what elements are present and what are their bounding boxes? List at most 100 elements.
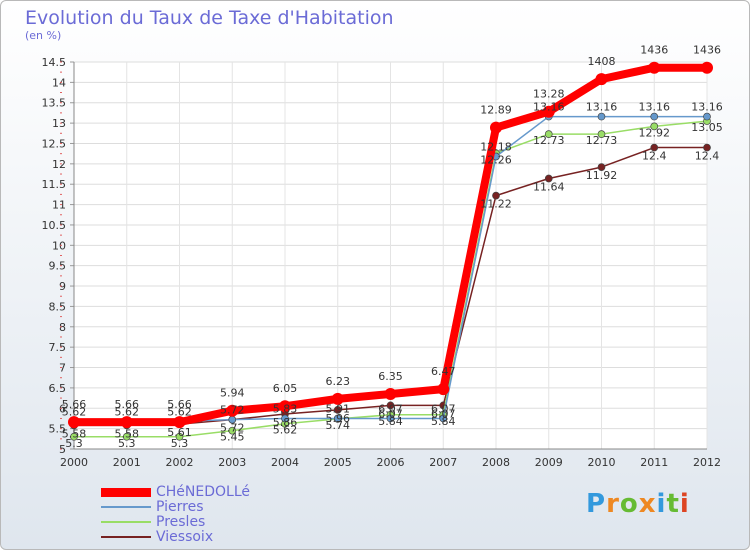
legend-swatch (101, 536, 151, 538)
data-point (120, 416, 133, 429)
data-label: 12.18 (480, 141, 512, 154)
data-label: 11.92 (586, 169, 618, 182)
data-point (490, 121, 502, 134)
x-tick-label: 2004 (271, 456, 299, 469)
y-tick-label: 6.5 (49, 382, 67, 395)
data-point (648, 61, 661, 74)
grid-lines (73, 61, 708, 450)
data-point (542, 105, 555, 118)
x-tick-label: 2010 (588, 456, 616, 469)
data-label: 5.86 (273, 416, 298, 429)
data-label: 5.3 (118, 437, 136, 450)
data-point (437, 383, 450, 396)
y-tick-label: 13.5 (42, 97, 67, 110)
data-point (597, 130, 606, 138)
data-label: 5.3 (65, 437, 83, 450)
data-labels-1: 5.62 5.62 5.62 5.72 5.83 5.91 6.07 6.0712.1813.… (62, 101, 723, 419)
legend-label: CHéNEDOLLé (156, 484, 251, 500)
chart-title: Evolution du Taux de Taxe d'Habitation (25, 7, 394, 29)
data-label: 1436 (640, 44, 668, 57)
data-label: 5.74 (326, 419, 351, 432)
x-tick-label: 2012 (693, 456, 721, 469)
y-tick-label: 8.5 (49, 300, 67, 313)
data-point (544, 130, 553, 138)
logo-letter: x (638, 489, 657, 519)
y-tick-label: 10.5 (42, 219, 67, 232)
data-label: 5.61 (167, 426, 192, 439)
data-label: 5.62 (115, 405, 140, 418)
data-point (386, 414, 395, 423)
data-label: 5.62 (167, 405, 192, 418)
logo-letter: t (666, 489, 680, 519)
logo-letter: r (606, 489, 620, 519)
data-point (439, 414, 448, 423)
data-point (384, 388, 397, 401)
y-tick-label: 6 (59, 402, 66, 415)
x-tick-label: 2005 (324, 456, 352, 469)
series-chénedollé (68, 61, 713, 429)
data-label: 13.16 (639, 101, 671, 114)
data-point (595, 73, 608, 86)
x-tick-label: 2002 (166, 456, 194, 469)
y-tick-label: 11 (52, 199, 66, 212)
data-label: 6.07 (431, 402, 456, 415)
data-label: 5.94 (220, 387, 245, 400)
data-label: 12.89 (480, 104, 512, 117)
x-tick-label: 2006 (377, 456, 405, 469)
data-point (333, 406, 342, 414)
data-point (597, 163, 606, 171)
data-label: 6.07 (431, 407, 456, 420)
data-point (492, 191, 500, 200)
logo-letter: i (679, 489, 690, 519)
y-tick-label: 5 (59, 443, 66, 456)
data-label: 5.58 (115, 427, 140, 440)
data-point (281, 414, 289, 423)
data-label: 5.66 (62, 398, 87, 411)
x-tick-label: 2003 (218, 456, 246, 469)
data-label: 6.07 (378, 402, 403, 415)
data-label: 5.62 (62, 405, 87, 418)
data-label: 12.92 (639, 126, 671, 139)
data-label: 1408 (588, 55, 616, 68)
data-label: 13.05 (691, 121, 723, 134)
y-tick-label: 8 (59, 321, 66, 334)
y-axis-unit: (en %) (25, 29, 62, 42)
data-label: 5.96 (326, 412, 351, 425)
data-label: 12.73 (533, 134, 565, 147)
y-tick-label: 9.5 (49, 260, 67, 273)
data-point (703, 143, 711, 152)
x-tick-label: 2008 (482, 456, 510, 469)
y-tick-label: 9 (59, 280, 66, 293)
x-tick-label: 2011 (640, 456, 668, 469)
y-tick-label: 5.5 (49, 423, 67, 436)
x-tick-label: 2001 (113, 456, 141, 469)
legend-label: Presles (156, 514, 206, 530)
x-tick-label: 2000 (60, 456, 88, 469)
data-label: 5.62 (273, 424, 298, 437)
data-point (175, 432, 184, 441)
data-label: 5.84 (378, 415, 403, 428)
data-point (650, 112, 659, 121)
data-labels-0: 5.66 5.66 5.66 5.94 6.05 6.23 6.35 6.47 12.89 13.… (62, 44, 721, 411)
data-label: 13.16 (586, 101, 618, 114)
data-point (650, 122, 659, 131)
data-label: 12.26 (480, 153, 512, 166)
data-labels-2: 5.3 5.3 5.3 5.45 5.62 5.74 5.84 5.84 12.26 12.73 1… (65, 121, 723, 450)
legend-swatch (101, 506, 151, 508)
data-label: 5.72 (220, 422, 245, 435)
data-point (68, 416, 80, 429)
logo-letter: P (586, 489, 607, 519)
data-point (701, 61, 713, 74)
data-label: 5.66 (167, 398, 192, 411)
data-label: 6.35 (378, 370, 403, 383)
data-label: 5.91 (326, 402, 351, 415)
y-tick-label: 14.5 (42, 56, 67, 69)
data-label: 5.83 (273, 402, 298, 415)
data-label: 12.4 (642, 150, 667, 163)
data-label: 13.16 (691, 101, 723, 114)
data-point (226, 404, 239, 417)
data-point (703, 112, 711, 121)
legend-label: Pierres (156, 499, 204, 515)
data-point (228, 426, 237, 435)
